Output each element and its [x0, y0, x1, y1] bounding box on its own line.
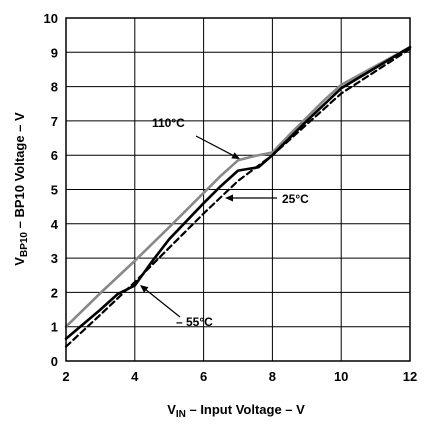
y-tick-label: 10	[44, 11, 58, 26]
x-tick-label: 2	[62, 369, 69, 384]
y-tick-label: 8	[51, 80, 58, 95]
annotation: – 55°C	[140, 285, 213, 329]
annotation: 25°C	[225, 192, 309, 206]
annotation-arrowhead	[225, 194, 233, 202]
annotation-arrowhead	[140, 285, 149, 293]
series-line	[64, 45, 412, 328]
grid	[65, 17, 411, 362]
annotation: 110°C	[152, 116, 240, 159]
y-tick-label: 2	[51, 285, 58, 300]
y-tick-label: 5	[51, 183, 58, 198]
y-tick-label: 9	[51, 45, 58, 60]
y-tick-label: 7	[51, 114, 58, 129]
series-lines	[64, 45, 412, 348]
y-tick-label: 1	[51, 320, 58, 335]
annotation-arrowhead	[231, 152, 240, 159]
x-tick-label: 8	[269, 369, 276, 384]
series-line	[64, 45, 412, 340]
x-tick-label: 10	[334, 369, 348, 384]
y-tick-label: 0	[51, 354, 58, 369]
y-tick-label: 6	[51, 148, 58, 163]
x-tick-label: 12	[403, 369, 417, 384]
x-tick-labels: 2 4 6 8 10 12	[62, 369, 417, 384]
annotation-label: 110°C	[152, 116, 185, 130]
x-axis-label: VIN – Input Voltage – V	[167, 402, 305, 420]
x-tick-label: 4	[131, 369, 139, 384]
annotations: 110°C 25°C – 55°C	[140, 116, 309, 329]
y-axis-label: VBP10 – BP10 Voltage – V	[12, 112, 30, 266]
plot-frame	[65, 17, 411, 362]
annotation-leader	[145, 289, 181, 318]
y-tick-label: 4	[51, 217, 59, 232]
y-tick-label: 3	[51, 251, 58, 266]
annotation-leader	[195, 135, 234, 156]
x-tick-label: 6	[200, 369, 207, 384]
annotation-label: 25°C	[282, 192, 309, 206]
annotation-label: – 55°C	[176, 315, 213, 329]
y-tick-labels: 0 1 2 3 4 5 6 7 8 9 10	[44, 11, 59, 369]
